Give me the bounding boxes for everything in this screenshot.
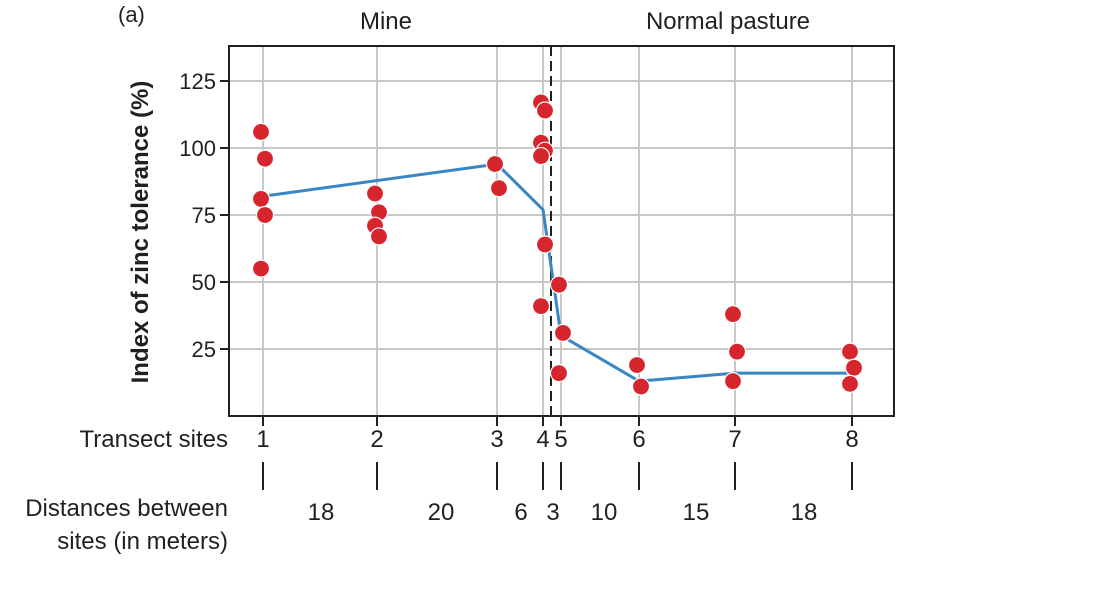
distance-values: 18 20 6 3 10 15 18 [308, 499, 818, 526]
data-point [535, 101, 555, 120]
region-label-pasture: Normal pasture [646, 8, 810, 35]
data-point [251, 122, 271, 142]
data-point [549, 275, 569, 294]
data-point [531, 297, 551, 316]
x-axis-label: Transect sites [80, 426, 229, 453]
x-tick-label: 4 [536, 426, 549, 453]
y-tick-label: 125 [179, 69, 216, 94]
panel-label: (a) [118, 2, 145, 27]
y-axis-ticks: 25 50 75 100 125 [179, 69, 229, 362]
distance-value: 6 [514, 499, 527, 526]
distance-value: 15 [683, 499, 710, 526]
distance-value: 20 [428, 499, 455, 526]
y-tick-label: 25 [192, 337, 216, 362]
data-point [723, 372, 743, 391]
data-point [251, 259, 271, 278]
data-point [369, 227, 389, 246]
distance-value: 3 [546, 499, 559, 526]
data-point [365, 184, 385, 203]
data-point [255, 149, 275, 168]
x-tick-label: 2 [370, 426, 383, 453]
distance-value: 18 [791, 499, 818, 526]
grid [229, 46, 894, 416]
data-point [255, 205, 275, 225]
data-point [485, 154, 505, 174]
distance-value: 18 [308, 499, 335, 526]
data-point [251, 189, 271, 209]
data-point [723, 305, 743, 324]
distance-label-line-1: Distances between [25, 495, 228, 522]
x-tick-label: 3 [490, 426, 503, 453]
data-point [840, 342, 860, 361]
site-markers [262, 462, 853, 490]
y-tick-label: 50 [192, 270, 216, 295]
data-point [844, 358, 864, 377]
data-point [631, 377, 651, 396]
data-point [489, 179, 509, 198]
y-tick-label: 100 [179, 136, 216, 161]
y-tick-label: 75 [192, 203, 216, 228]
data-point [627, 355, 647, 375]
x-tick-label: 8 [845, 426, 858, 453]
x-tick-label: 6 [632, 426, 645, 453]
region-label-mine: Mine [360, 8, 412, 35]
y-axis-label: Index of zinc tolerance (%) [127, 81, 154, 384]
data-point [549, 364, 569, 383]
x-tick-label: 7 [728, 426, 741, 453]
data-point [531, 146, 551, 166]
data-point [840, 374, 860, 393]
distance-value: 10 [591, 499, 618, 526]
x-tick-label: 1 [256, 426, 269, 453]
distance-label-line-2: sites (in meters) [57, 528, 228, 555]
data-point [553, 323, 573, 343]
x-tick-label: 5 [554, 426, 567, 453]
data-points [251, 93, 864, 396]
data-point [727, 342, 747, 361]
data-point [535, 235, 555, 254]
